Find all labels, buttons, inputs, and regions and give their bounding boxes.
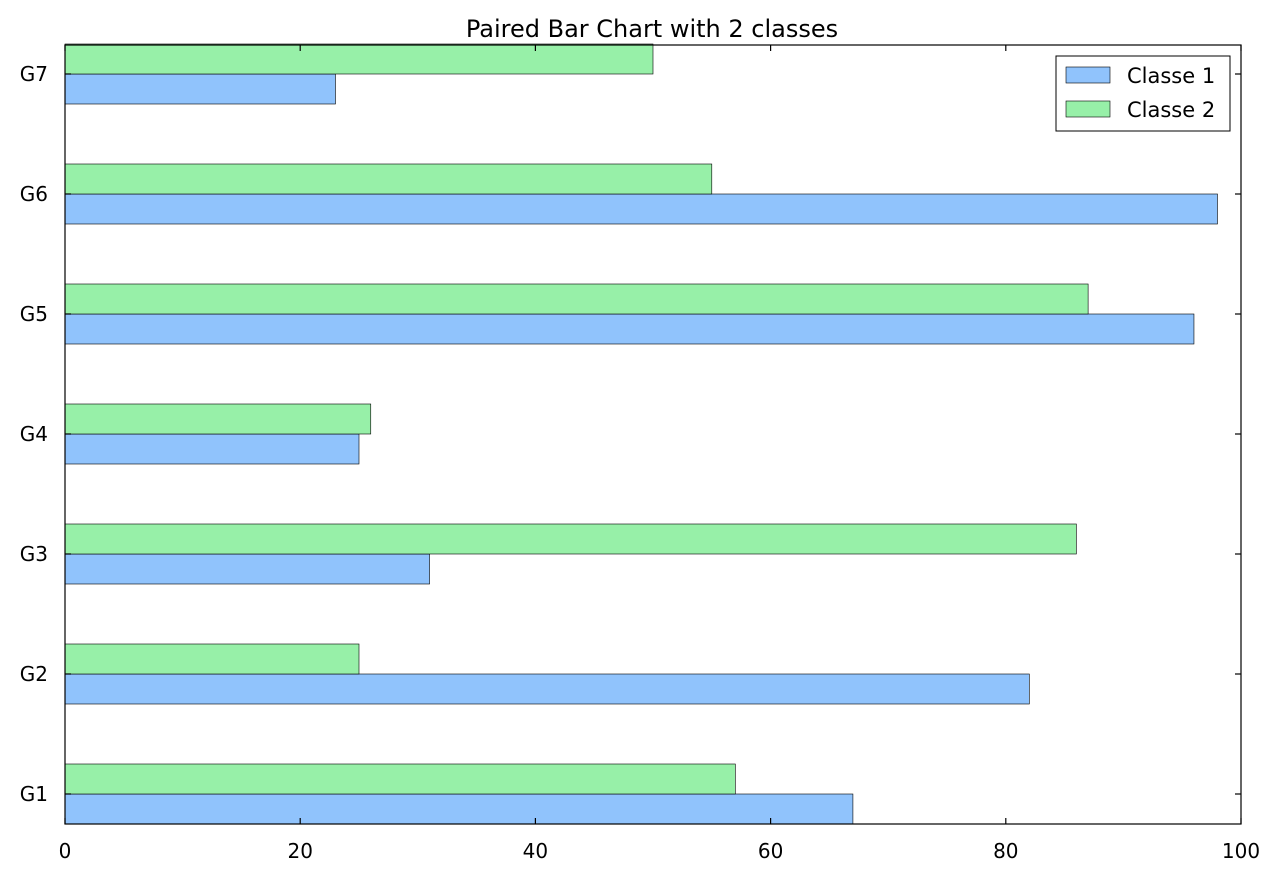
bar-g3-classe-1 <box>64 553 430 585</box>
bar-g1-classe-2 <box>64 763 736 795</box>
y-tick-label-g2: G2 <box>20 662 48 686</box>
chart-title: Paired Bar Chart with 2 classes <box>466 15 838 43</box>
y-tick-label-g3: G3 <box>20 542 48 566</box>
ticks-layer: 0 20 40 60 80 100 G1 G2 G3 G4 G5 G6 G7 <box>20 45 1260 863</box>
x-tick-label: 40 <box>523 839 548 863</box>
legend-label-classe-2: Classe 2 <box>1127 98 1215 122</box>
bar-g1-classe-1 <box>64 793 854 825</box>
x-tick-label: 20 <box>287 839 312 863</box>
bar-g5-classe-1 <box>64 313 1195 345</box>
bar-g7-classe-1 <box>64 73 336 105</box>
x-tick-label: 100 <box>1222 839 1260 863</box>
y-tick-label-g6: G6 <box>20 182 48 206</box>
legend-label-classe-1: Classe 1 <box>1127 64 1215 88</box>
y-tick-label-g7: G7 <box>20 62 48 86</box>
bar-g6-classe-1 <box>64 193 1218 225</box>
y-tick-label-g5: G5 <box>20 302 48 326</box>
y-tick-label-g4: G4 <box>20 422 48 446</box>
bars-layer <box>64 43 1218 825</box>
bar-g6-classe-2 <box>64 163 713 195</box>
bar-g2-classe-2 <box>64 643 360 675</box>
bar-g5-classe-2 <box>64 283 1089 315</box>
bar-g7-classe-2 <box>64 43 654 75</box>
y-tick-label-g1: G1 <box>20 782 48 806</box>
x-tick-label: 80 <box>993 839 1018 863</box>
bar-g4-classe-1 <box>64 433 360 465</box>
x-tick-label: 0 <box>59 839 72 863</box>
bar-g2-classe-1 <box>64 673 1030 705</box>
legend: Classe 1 Classe 2 <box>1055 55 1231 132</box>
x-tick-label: 60 <box>758 839 783 863</box>
bar-g4-classe-2 <box>64 403 372 435</box>
bar-g3-classe-2 <box>64 523 1077 555</box>
legend-swatch-classe-2 <box>1065 100 1111 118</box>
legend-swatch-classe-1 <box>1065 66 1111 84</box>
